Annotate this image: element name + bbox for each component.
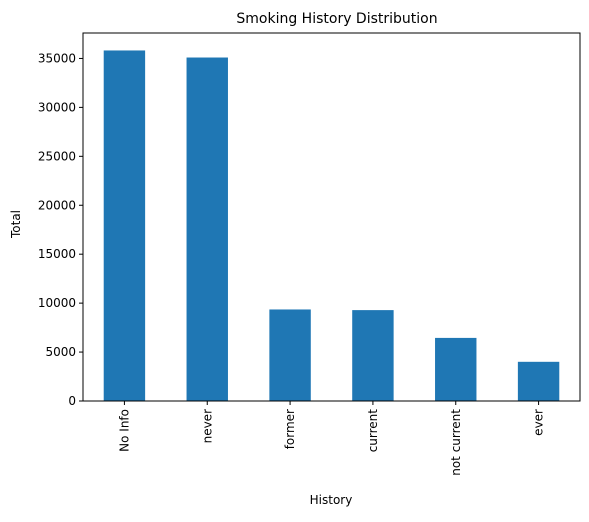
y-tick-label: 25000 [38, 149, 76, 163]
x-axis-ticks: No Info never former current not current ever [117, 401, 546, 476]
bar-current [352, 310, 394, 401]
bar-ever [517, 361, 560, 401]
y-tick-label: 5000 [45, 345, 76, 359]
y-tick-label: 0 [68, 394, 76, 408]
bar-not-current [435, 337, 477, 401]
y-tick-label: 10000 [38, 296, 76, 310]
x-axis-label: History [310, 493, 353, 507]
bar-former [269, 309, 311, 401]
x-tick-label: ever [532, 409, 546, 436]
plot-frame [82, 32, 581, 402]
y-tick-label: 20000 [38, 198, 76, 212]
y-tick-label: 30000 [38, 100, 76, 114]
chart-title: Smoking History Distribution [236, 11, 437, 27]
y-axis-label: Total [9, 210, 23, 239]
bars-group [103, 50, 560, 402]
x-tick-label: No Info [117, 409, 131, 452]
x-tick-label: never [200, 409, 214, 443]
y-tick-label: 15000 [38, 247, 76, 261]
bar-no-info [103, 50, 146, 402]
y-tick-label: 35000 [38, 51, 76, 65]
x-tick-label: former [283, 409, 297, 449]
bar-never [186, 57, 228, 401]
y-axis-ticks: 0 5000 10000 15000 20000 25000 30000 35000 [38, 51, 83, 408]
x-tick-label: current [366, 409, 380, 453]
x-tick-label: not current [449, 409, 463, 476]
